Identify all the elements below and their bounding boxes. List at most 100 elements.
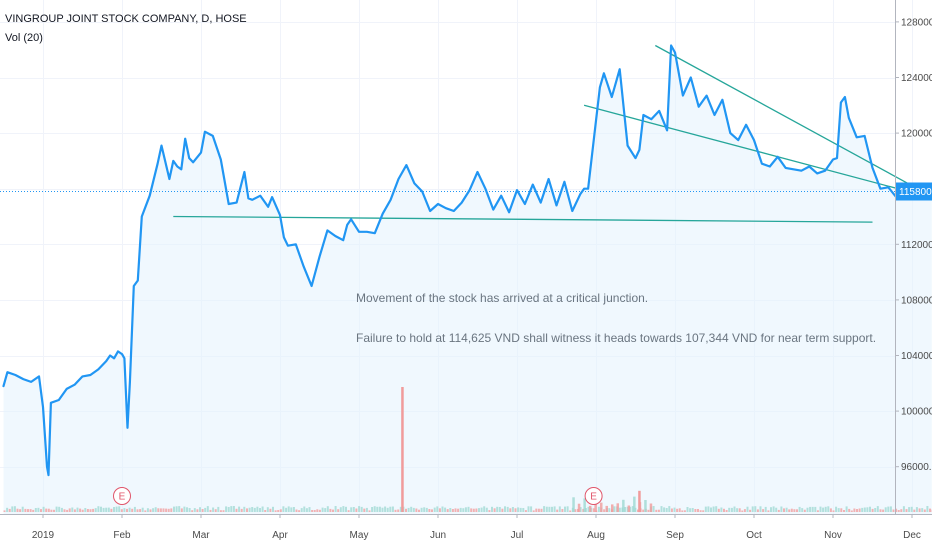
volume-bar bbox=[736, 508, 739, 512]
volume-bar bbox=[746, 506, 749, 512]
volume-bar bbox=[19, 509, 22, 512]
volume-bar bbox=[652, 506, 655, 512]
time-axis-label: Jul bbox=[511, 530, 524, 541]
volume-bar bbox=[305, 508, 308, 512]
price-axis-label: 108000.0 bbox=[901, 295, 932, 306]
volume-indicator-label[interactable]: Vol (20) bbox=[5, 32, 43, 44]
chart-title: VINGROUP JOINT STOCK COMPANY, D, HOSE bbox=[5, 13, 247, 25]
price-area-fill bbox=[3, 45, 932, 514]
volume-bar bbox=[522, 508, 525, 512]
volume-bar bbox=[819, 506, 822, 512]
volume-bar bbox=[770, 507, 772, 512]
volume-bar bbox=[631, 506, 634, 512]
volume-bar bbox=[175, 506, 178, 512]
volume-bar bbox=[303, 506, 306, 512]
volume-bar bbox=[707, 506, 710, 512]
volume-bar bbox=[186, 507, 188, 512]
volume-bar bbox=[295, 509, 298, 512]
volume-bar bbox=[673, 507, 676, 512]
volume-bar bbox=[274, 510, 277, 512]
earnings-marker-circle bbox=[113, 487, 131, 505]
volume-bar bbox=[772, 506, 775, 512]
volume-bar bbox=[762, 509, 765, 512]
volume-bar bbox=[845, 506, 848, 512]
volume-bar bbox=[423, 507, 426, 512]
price-line bbox=[2, 44, 932, 477]
volume-bar bbox=[483, 506, 486, 512]
volume-bar bbox=[858, 508, 861, 512]
volume-bar bbox=[139, 509, 142, 512]
volume-bar bbox=[633, 496, 636, 512]
volume-bar bbox=[678, 508, 681, 512]
volume-bar bbox=[577, 503, 581, 512]
volume-bar bbox=[92, 508, 95, 512]
volume-bar bbox=[561, 509, 564, 512]
volume-bar bbox=[89, 509, 92, 512]
volume-bar bbox=[313, 510, 316, 512]
volume-bar bbox=[553, 506, 556, 512]
time-axis[interactable]: 2019 Feb Mar Apr May Jun Jul Aug Sep Oct Nov Dec bbox=[32, 514, 921, 541]
volume-bar bbox=[149, 509, 152, 512]
volume-bar bbox=[378, 506, 381, 512]
volume-bar bbox=[146, 508, 149, 512]
volume-bar bbox=[715, 506, 718, 512]
volume-bar bbox=[102, 507, 105, 512]
volume-bar bbox=[332, 509, 334, 512]
earnings-marker-label: E bbox=[590, 492, 597, 503]
price-axis-label: 100000.0 bbox=[901, 407, 932, 418]
volume-bar bbox=[418, 509, 420, 512]
volume-bar bbox=[162, 508, 165, 512]
volume-bar bbox=[71, 507, 74, 512]
volume-bar bbox=[157, 508, 160, 512]
volume-bar bbox=[592, 508, 595, 512]
volume-bar bbox=[582, 508, 585, 512]
volume-bar bbox=[376, 506, 379, 512]
volume-bar bbox=[13, 506, 16, 512]
volume-bar bbox=[63, 509, 66, 512]
price-area bbox=[3, 45, 932, 514]
volume-bar bbox=[472, 508, 475, 512]
volume-bar bbox=[827, 506, 830, 512]
volume-bar bbox=[775, 507, 778, 512]
volume-bar bbox=[449, 508, 452, 512]
volume-bar bbox=[298, 510, 301, 512]
volume-bar bbox=[600, 502, 603, 512]
volume-bar bbox=[876, 506, 879, 512]
volume-bar bbox=[433, 507, 436, 512]
time-axis-label: Dec bbox=[903, 530, 921, 541]
volume-bar bbox=[251, 507, 254, 512]
volume-bar bbox=[642, 509, 645, 512]
volume-bar bbox=[717, 508, 720, 512]
volume-bar bbox=[178, 506, 181, 512]
volume-bar bbox=[459, 507, 462, 512]
volume-bar bbox=[167, 508, 170, 512]
volume-bar bbox=[170, 508, 173, 512]
volume-bar bbox=[128, 507, 131, 512]
volume-bar bbox=[227, 507, 230, 512]
volume-bar bbox=[824, 506, 827, 512]
volume-bar-spike bbox=[401, 387, 404, 512]
volume-bar bbox=[110, 508, 113, 512]
volume-bar bbox=[141, 507, 144, 512]
volume-bar bbox=[365, 507, 368, 512]
price-axis[interactable]: 96000.0 100000.0 104000.0 108000.0 112000.0 1… bbox=[895, 17, 932, 473]
volume-bar bbox=[183, 506, 186, 512]
volume-bar bbox=[45, 508, 48, 512]
annotation-line-2: Failure to hold at 114,625 VND shall wit… bbox=[356, 331, 876, 345]
volume-bar bbox=[853, 508, 856, 512]
volume-bar bbox=[115, 506, 118, 512]
volume-bar bbox=[470, 508, 473, 512]
volume-bar bbox=[597, 506, 600, 512]
volume-bar bbox=[793, 509, 796, 512]
volume-bar bbox=[84, 508, 87, 512]
volume-bar bbox=[884, 507, 887, 512]
volume-bar bbox=[783, 508, 785, 512]
volume-bar bbox=[113, 507, 115, 512]
volume-bar bbox=[438, 508, 441, 512]
volume-bar bbox=[710, 507, 712, 512]
volume-bar bbox=[264, 510, 267, 512]
volume-bar bbox=[368, 510, 371, 512]
